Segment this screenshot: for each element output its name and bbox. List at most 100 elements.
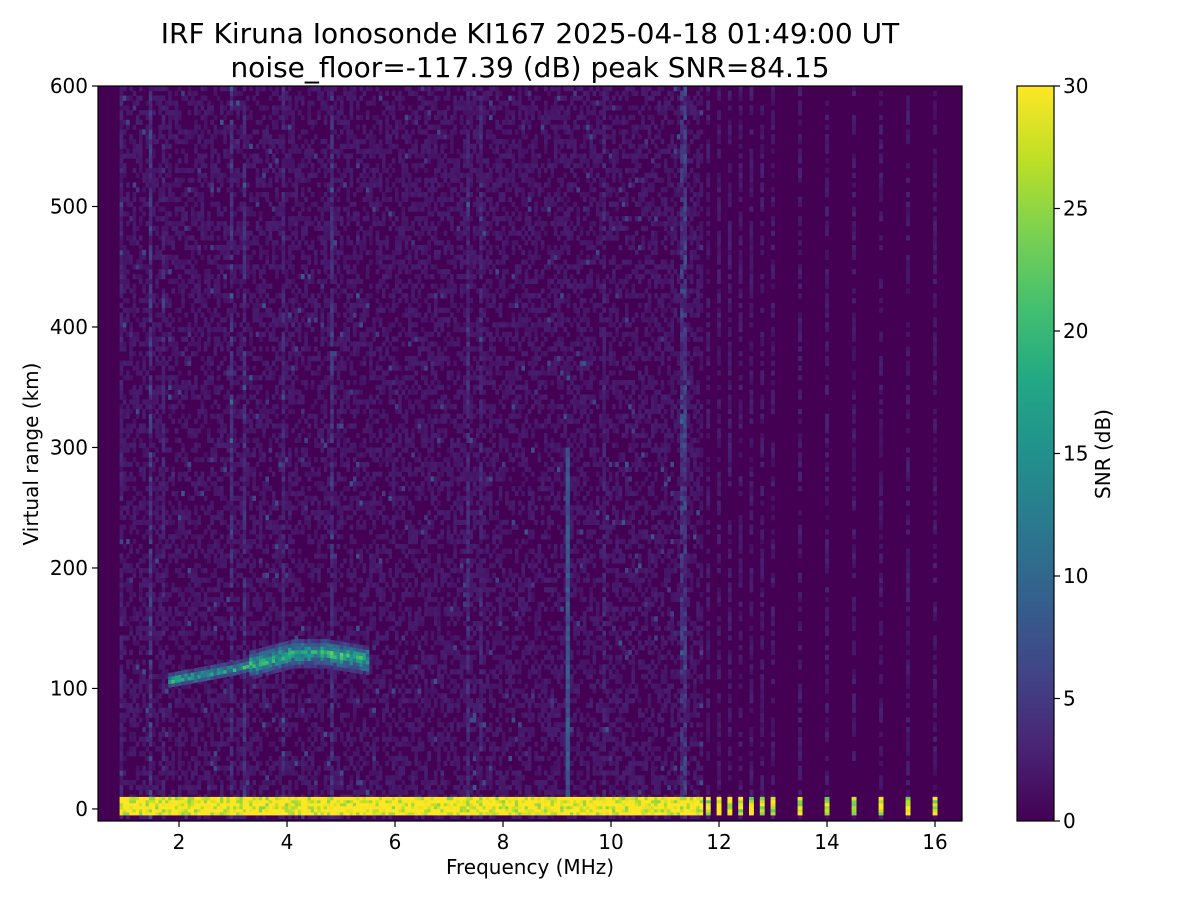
heatmap-cell (184, 515, 188, 521)
heatmap-cell (317, 568, 321, 574)
heatmap-cell (317, 486, 321, 492)
heatmap-cell (213, 587, 218, 593)
heatmap-cell (161, 312, 166, 318)
heatmap-cell (161, 678, 166, 684)
heatmap-cell (132, 606, 137, 612)
heatmap-cell (275, 727, 279, 733)
heatmap-cell (317, 765, 321, 771)
heatmap-cell (181, 635, 185, 641)
heatmap-cell (119, 327, 124, 333)
heatmap-cell (288, 100, 292, 106)
heatmap-cell (330, 423, 334, 429)
heatmap-cell (184, 259, 188, 265)
heatmap-cell (320, 408, 325, 415)
heatmap-cell (145, 370, 150, 376)
heatmap-cell (304, 775, 308, 781)
heatmap-cell (139, 158, 143, 164)
heatmap-cell (317, 302, 321, 309)
heatmap-cell (148, 139, 153, 145)
heatmap-cell (213, 606, 218, 612)
heatmap-cell (223, 770, 227, 776)
heatmap-cell (220, 418, 224, 424)
heatmap-cell (142, 625, 146, 631)
heatmap-cell (239, 616, 244, 622)
heatmap-cell (165, 510, 169, 516)
heatmap-cell (210, 187, 214, 193)
heatmap-cell (177, 384, 182, 390)
heatmap-cell (278, 375, 282, 381)
heatmap-cell (255, 698, 260, 704)
heatmap-cell (275, 577, 279, 583)
heatmap-cell (181, 288, 185, 294)
heatmap-cell (145, 264, 150, 270)
heatmap-cell (258, 621, 263, 627)
heatmap-cell (216, 302, 221, 309)
heatmap-cell (320, 553, 325, 559)
heatmap-cell (187, 322, 192, 328)
heatmap-cell (203, 770, 208, 776)
heatmap-cell (184, 476, 188, 482)
heatmap-cell (203, 322, 208, 328)
heatmap-cell (323, 765, 328, 771)
heatmap-cell (327, 712, 331, 718)
heatmap-cell (194, 505, 198, 511)
heatmap-cell (242, 587, 247, 593)
heatmap-cell (242, 755, 247, 762)
heatmap-cell (194, 784, 198, 791)
heatmap-cell (249, 254, 253, 260)
heatmap-cell (197, 563, 201, 569)
heatmap-cell (249, 621, 253, 627)
heatmap-cell (314, 254, 318, 260)
heatmap-cell (216, 476, 221, 482)
heatmap-cell (304, 505, 308, 511)
heatmap-cell (255, 442, 260, 448)
heatmap-cell (158, 428, 163, 434)
heatmap-cell (327, 230, 331, 236)
heatmap-cell (161, 606, 166, 612)
heatmap-cell (213, 259, 218, 265)
heatmap-cell (275, 264, 279, 270)
heatmap-cell (304, 331, 308, 337)
heatmap-cell (252, 274, 256, 280)
heatmap-cell (132, 698, 137, 704)
heatmap-cell (229, 327, 234, 333)
heatmap-cell (330, 505, 334, 511)
heatmap-cell (155, 201, 159, 207)
heatmap-cell (330, 500, 334, 506)
heatmap-cell (307, 216, 312, 222)
heatmap-cell (148, 669, 153, 675)
heatmap-cell (181, 293, 185, 299)
heatmap-cell (148, 481, 153, 487)
heatmap-cell (119, 408, 124, 415)
heatmap-cell (223, 274, 227, 280)
heatmap-cell (203, 683, 208, 689)
heatmap-cell (275, 269, 279, 275)
heatmap-cell (323, 269, 328, 275)
heatmap-cell (200, 201, 205, 207)
heatmap-cell (284, 312, 289, 318)
heatmap-cell (239, 322, 244, 328)
heatmap-cell (310, 404, 315, 410)
heatmap-cell (161, 302, 166, 309)
heatmap-cell (242, 100, 247, 106)
heatmap-cell (268, 505, 273, 511)
heatmap-cell (190, 216, 195, 222)
heatmap-cell (126, 201, 130, 207)
heatmap-cell (177, 158, 182, 164)
heatmap-cell (304, 780, 308, 786)
heatmap-cell (284, 124, 289, 130)
heatmap-cell (271, 221, 276, 227)
heatmap-cell (252, 384, 256, 390)
heatmap-cell (294, 596, 299, 603)
heatmap-cell (297, 693, 302, 699)
heatmap-cell (229, 177, 234, 183)
heatmap-cell (197, 158, 201, 164)
heatmap-cell (200, 476, 205, 482)
heatmap-cell (210, 221, 214, 227)
heatmap-cell (135, 413, 140, 419)
heatmap-cell (161, 495, 166, 501)
heatmap-cell (161, 616, 166, 622)
heatmap-cell (229, 283, 234, 289)
heatmap-cell (297, 606, 302, 612)
heatmap-cell (194, 731, 198, 737)
